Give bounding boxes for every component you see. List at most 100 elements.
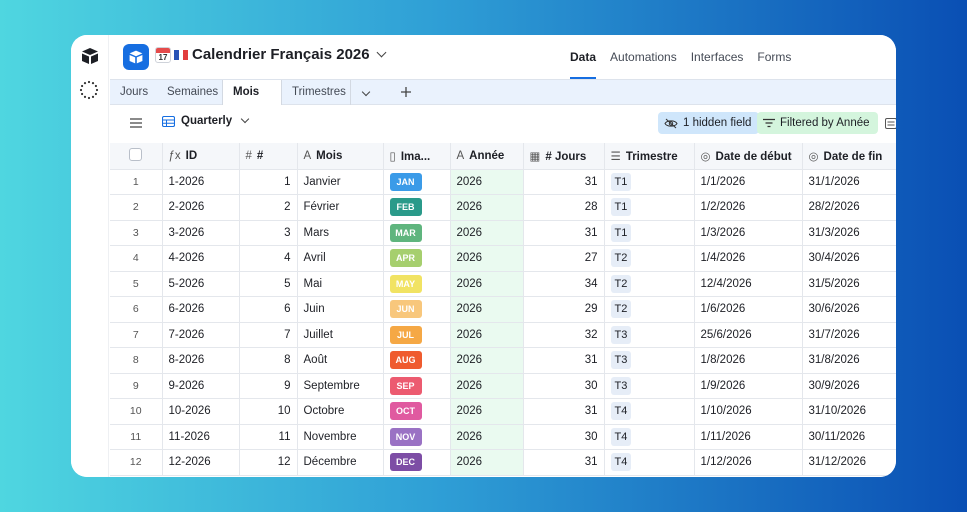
column-header-annee[interactable]: A Année bbox=[450, 143, 524, 170]
image-cell[interactable]: JUL bbox=[383, 322, 451, 348]
airtable-logo-icon[interactable] bbox=[80, 46, 100, 66]
row-number-cell[interactable]: 11 bbox=[110, 424, 163, 450]
date-fin-cell[interactable]: 31/5/2026 bbox=[802, 271, 896, 297]
mois-cell[interactable]: Février bbox=[297, 194, 384, 221]
quarter-link-chip[interactable]: T1 bbox=[610, 198, 632, 217]
id-cell[interactable]: 5-2026 bbox=[162, 271, 240, 297]
date-debut-cell[interactable]: 25/6/2026 bbox=[694, 322, 803, 348]
id-cell[interactable]: 2-2026 bbox=[162, 194, 240, 221]
date-fin-cell[interactable]: 31/10/2026 bbox=[802, 398, 896, 425]
date-debut-cell[interactable]: 1/4/2026 bbox=[694, 245, 803, 272]
jours-cell[interactable]: 30 bbox=[523, 373, 605, 399]
mois-cell[interactable]: Septembre bbox=[297, 373, 384, 399]
trimestre-cell[interactable]: T3 bbox=[604, 347, 695, 374]
quarter-link-chip[interactable]: T1 bbox=[610, 172, 632, 191]
date-debut-cell[interactable]: 1/8/2026 bbox=[694, 347, 803, 374]
date-fin-cell[interactable]: 31/3/2026 bbox=[802, 220, 896, 246]
tab-jours[interactable]: Jours bbox=[120, 86, 149, 98]
table-row[interactable]: 6 6-2026 6 Juin JUN 2026 29 T2 1/6/2026 30/6/2026 bbox=[110, 296, 896, 323]
table-row[interactable]: 10 10-2026 10 Octobre OCT 2026 31 T4 1/10/2026 31… bbox=[110, 398, 896, 425]
table-row[interactable]: 11 11-2026 11 Novembre NOV 2026 30 T4 1/11/2026 3… bbox=[110, 424, 896, 450]
row-number-cell[interactable]: 4 bbox=[110, 245, 163, 272]
id-cell[interactable]: 10-2026 bbox=[162, 398, 240, 425]
jours-cell[interactable]: 31 bbox=[523, 347, 605, 374]
date-fin-cell[interactable]: 28/2/2026 bbox=[802, 194, 896, 221]
trimestre-cell[interactable]: T2 bbox=[604, 245, 695, 272]
row-number-cell[interactable]: 1 bbox=[110, 169, 163, 195]
mois-cell[interactable]: Novembre bbox=[297, 424, 384, 450]
mois-cell[interactable]: Janvier bbox=[297, 169, 384, 195]
month-image-thumbnail[interactable]: SEP bbox=[389, 376, 422, 395]
date-debut-cell[interactable]: 1/3/2026 bbox=[694, 220, 803, 246]
table-row[interactable]: 8 8-2026 8 Août AUG 2026 31 T3 1/8/2026 31/8/2026 bbox=[110, 347, 896, 374]
quarter-link-chip[interactable]: T2 bbox=[610, 274, 632, 293]
group-icon[interactable] bbox=[885, 118, 896, 129]
id-cell[interactable]: 1-2026 bbox=[162, 169, 240, 195]
image-cell[interactable]: MAR bbox=[383, 220, 451, 246]
date-debut-cell[interactable]: 1/1/2026 bbox=[694, 169, 803, 195]
column-header-image[interactable]: ▯ Ima... bbox=[383, 143, 451, 170]
column-header-mois[interactable]: A Mois bbox=[297, 143, 384, 170]
month-image-thumbnail[interactable]: AUG bbox=[389, 351, 422, 370]
quarter-link-chip[interactable]: T3 bbox=[610, 376, 632, 395]
annee-cell[interactable]: 2026 bbox=[450, 373, 524, 399]
number-cell[interactable]: 3 bbox=[239, 220, 298, 246]
id-cell[interactable]: 7-2026 bbox=[162, 322, 240, 348]
annee-cell[interactable]: 2026 bbox=[450, 220, 524, 246]
quarter-link-chip[interactable]: T2 bbox=[610, 300, 632, 319]
number-cell[interactable]: 6 bbox=[239, 296, 298, 323]
column-header-jours[interactable]: ▦ # Jours bbox=[523, 143, 605, 170]
column-header-date-debut[interactable]: ◎ Date de début bbox=[694, 143, 803, 170]
date-debut-cell[interactable]: 1/12/2026 bbox=[694, 449, 803, 476]
image-cell[interactable]: JUN bbox=[383, 296, 451, 323]
number-cell[interactable]: 7 bbox=[239, 322, 298, 348]
jours-cell[interactable]: 31 bbox=[523, 449, 605, 476]
menu-icon[interactable] bbox=[130, 118, 142, 128]
id-cell[interactable]: 3-2026 bbox=[162, 220, 240, 246]
row-number-cell[interactable]: 6 bbox=[110, 296, 163, 323]
month-image-thumbnail[interactable]: OCT bbox=[389, 402, 422, 421]
number-cell[interactable]: 8 bbox=[239, 347, 298, 374]
annee-cell[interactable]: 2026 bbox=[450, 296, 524, 323]
date-fin-cell[interactable]: 30/9/2026 bbox=[802, 373, 896, 399]
table-row[interactable]: 1 1-2026 1 Janvier JAN 2026 31 T1 1/1/2026 31/1/2… bbox=[110, 169, 896, 195]
table-row[interactable]: 5 5-2026 5 Mai MAY 2026 34 T2 12/4/2026 31/5/2026 bbox=[110, 271, 896, 297]
trimestre-cell[interactable]: T2 bbox=[604, 271, 695, 297]
month-image-thumbnail[interactable]: JAN bbox=[389, 172, 422, 191]
tab-semaines[interactable]: Semaines bbox=[167, 86, 219, 98]
column-header-trimestre[interactable]: ☰ Trimestre bbox=[604, 143, 695, 170]
mois-cell[interactable]: Juillet bbox=[297, 322, 384, 348]
table-row[interactable]: 7 7-2026 7 Juillet JUL 2026 32 T3 25/6/2026 31/7/… bbox=[110, 322, 896, 348]
row-number-cell[interactable]: 12 bbox=[110, 449, 163, 476]
annee-cell[interactable]: 2026 bbox=[450, 194, 524, 221]
date-fin-cell[interactable]: 30/4/2026 bbox=[802, 245, 896, 272]
row-number-cell[interactable]: 10 bbox=[110, 398, 163, 425]
date-fin-cell[interactable]: 30/6/2026 bbox=[802, 296, 896, 323]
trimestre-cell[interactable]: T4 bbox=[604, 449, 695, 476]
mois-cell[interactable]: Août bbox=[297, 347, 384, 374]
base-title-button[interactable]: 17 Calendrier Français 2026 bbox=[155, 46, 387, 63]
image-cell[interactable]: FEB bbox=[383, 194, 451, 221]
quarter-link-chip[interactable]: T4 bbox=[610, 402, 632, 421]
mois-cell[interactable]: Décembre bbox=[297, 449, 384, 476]
month-image-thumbnail[interactable]: APR bbox=[389, 249, 422, 268]
jours-cell[interactable]: 29 bbox=[523, 296, 605, 323]
image-cell[interactable]: AUG bbox=[383, 347, 451, 374]
id-cell[interactable]: 8-2026 bbox=[162, 347, 240, 374]
month-image-thumbnail[interactable]: JUL bbox=[389, 325, 422, 344]
jours-cell[interactable]: 27 bbox=[523, 245, 605, 272]
date-fin-cell[interactable]: 31/8/2026 bbox=[802, 347, 896, 374]
select-all-cell[interactable] bbox=[110, 143, 163, 170]
more-tables-button[interactable] bbox=[350, 80, 386, 105]
number-cell[interactable]: 1 bbox=[239, 169, 298, 195]
month-image-thumbnail[interactable]: NOV bbox=[389, 427, 422, 446]
date-debut-cell[interactable]: 1/10/2026 bbox=[694, 398, 803, 425]
date-fin-cell[interactable]: 30/11/2026 bbox=[802, 424, 896, 450]
add-table-button[interactable] bbox=[390, 80, 422, 105]
trimestre-cell[interactable]: T3 bbox=[604, 322, 695, 348]
trimestre-cell[interactable]: T2 bbox=[604, 296, 695, 323]
trimestre-cell[interactable]: T3 bbox=[604, 373, 695, 399]
date-debut-cell[interactable]: 1/6/2026 bbox=[694, 296, 803, 323]
filter-button[interactable]: Filtered by Année bbox=[757, 112, 878, 134]
annee-cell[interactable]: 2026 bbox=[450, 245, 524, 272]
